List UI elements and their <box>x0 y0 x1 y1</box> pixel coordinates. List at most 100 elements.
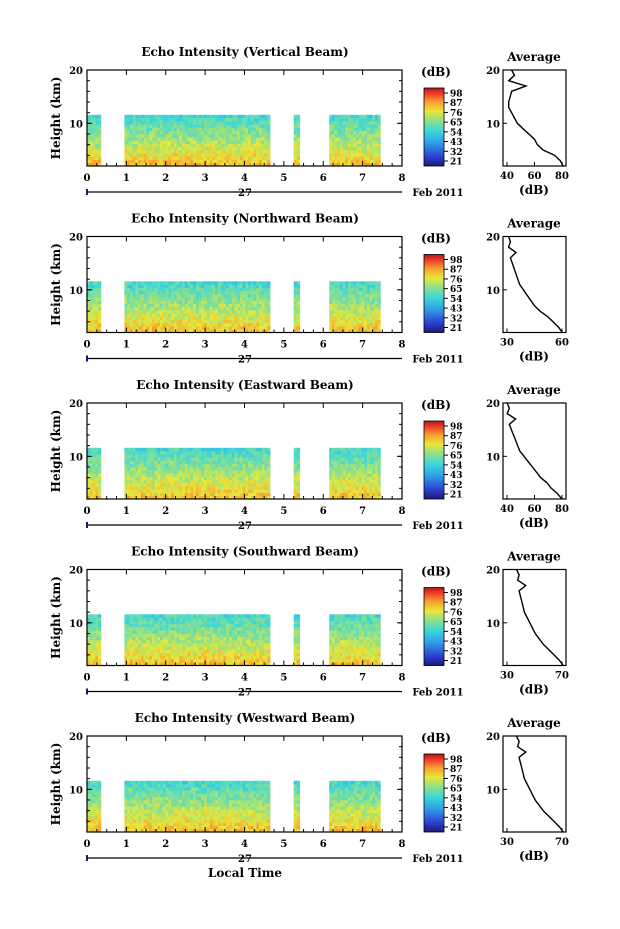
profile-x-tick-label: 60 <box>555 338 569 349</box>
heatmap-cell <box>348 489 352 493</box>
heatmap-cell <box>162 290 166 295</box>
y-axis-label: Height (km) <box>49 410 63 493</box>
heatmap-cell <box>204 451 208 455</box>
colorbar-tick-label: 87 <box>450 432 463 442</box>
heatmap-cell <box>296 463 301 468</box>
heatmap-cell <box>187 156 191 160</box>
heatmap-cell <box>212 287 216 292</box>
heatmap-cell <box>168 143 172 148</box>
heatmap-cell <box>140 322 144 327</box>
heatmap-cell <box>168 467 172 471</box>
heatmap-cell <box>149 486 153 490</box>
heatmap-cell <box>350 118 354 122</box>
heatmap-cell <box>95 479 99 484</box>
heatmap-cell <box>168 460 172 465</box>
heatmap-cell <box>259 290 263 295</box>
heatmap-cell <box>248 489 252 493</box>
heatmap-cell <box>364 294 368 298</box>
heatmap-cell <box>87 646 91 650</box>
heatmap-cell <box>342 310 346 314</box>
heatmap-cell <box>190 121 194 125</box>
heatmap-cell <box>149 614 153 618</box>
heatmap-cell <box>95 463 99 468</box>
heatmap-cell <box>179 652 183 657</box>
heatmap-cell <box>184 492 188 497</box>
heatmap-cell <box>162 281 166 285</box>
heatmap-cell <box>129 127 133 132</box>
heatmap-cell <box>198 319 202 324</box>
heatmap-cell <box>239 319 243 324</box>
heatmap-cell <box>182 639 186 644</box>
heatmap-cell <box>350 319 354 324</box>
heatmap-cell <box>162 659 166 663</box>
heatmap-cell <box>135 633 139 637</box>
heatmap-cell <box>154 646 158 650</box>
heatmap-cell <box>337 479 341 484</box>
heatmap-cell <box>204 114 208 119</box>
heatmap-cell <box>173 306 177 311</box>
heatmap-cell <box>168 316 172 320</box>
heatmap-cell <box>184 636 188 641</box>
heatmap-cell <box>151 473 155 477</box>
heatmap-cell <box>209 454 213 458</box>
heatmap-cell <box>182 118 186 122</box>
heatmap-cell <box>176 134 180 138</box>
heatmap-cell <box>151 146 155 151</box>
heatmap-cell <box>231 134 235 138</box>
heatmap-cell <box>182 329 186 333</box>
heatmap-cell <box>149 284 153 288</box>
heatmap-cell <box>179 281 183 285</box>
heatmap-cell <box>223 130 227 135</box>
heatmap-cell <box>256 454 260 458</box>
heatmap-cell <box>239 306 243 311</box>
heatmap-cell <box>223 470 227 474</box>
heatmap-cell <box>231 623 235 628</box>
heatmap-cell <box>350 479 354 484</box>
heatmap-cell <box>140 303 144 308</box>
heatmap-cell <box>168 614 172 618</box>
heatmap-cell <box>375 495 379 500</box>
heatmap-cell <box>250 451 254 455</box>
heatmap-cell <box>250 614 254 618</box>
heatmap-cell <box>184 146 188 151</box>
heatmap-cell <box>248 646 252 650</box>
heatmap-cell <box>220 150 224 154</box>
heatmap-cell <box>231 153 235 157</box>
heatmap-cell <box>89 617 93 621</box>
heatmap-cell <box>176 467 180 471</box>
heatmap-cell <box>237 287 241 292</box>
heatmap-cell <box>95 290 99 295</box>
heatmap-cell <box>242 636 246 641</box>
panel-1: Echo Intensity (Northward Beam)Height (k… <box>49 212 569 366</box>
heatmap-cell <box>248 633 252 637</box>
heatmap-cell <box>334 294 338 298</box>
heatmap-cell <box>154 652 158 657</box>
heatmap-cell <box>259 146 263 151</box>
heatmap-cell <box>182 614 186 618</box>
heatmap-cell <box>165 649 169 653</box>
heatmap-cell <box>162 627 166 631</box>
heatmap-cell <box>193 137 197 141</box>
heatmap-cell <box>226 652 230 657</box>
heatmap-cell <box>168 479 172 484</box>
heatmap-cell <box>242 124 246 128</box>
heatmap-cell <box>239 447 243 452</box>
heatmap-cell <box>92 447 96 452</box>
heatmap-cell <box>160 290 164 295</box>
heatmap-cell <box>87 300 91 304</box>
heatmap-cell <box>151 290 155 295</box>
heatmap-cell <box>143 492 147 497</box>
heatmap-cell <box>135 294 139 298</box>
heatmap-cell <box>206 646 210 650</box>
heatmap-cell <box>215 633 219 637</box>
heatmap-cell <box>209 483 213 487</box>
heatmap-cell <box>190 153 194 157</box>
heatmap-cell <box>267 447 271 452</box>
heatmap-cell <box>201 643 205 647</box>
heatmap-cell <box>127 646 131 650</box>
heatmap-cell <box>253 313 257 317</box>
heatmap-cell <box>296 329 301 333</box>
heatmap-cell <box>353 316 357 320</box>
heatmap-cell <box>182 467 186 471</box>
heatmap-cell <box>184 627 188 631</box>
